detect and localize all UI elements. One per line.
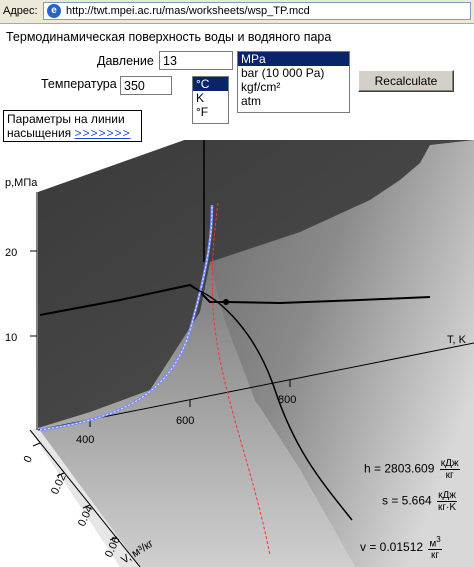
saturation-box: Параметры на линии насыщения >>>>>>> [3, 110, 142, 142]
pressure-unit-option[interactable]: kgf/cm² [241, 80, 281, 94]
temperature-unit-option[interactable]: °C [193, 77, 228, 91]
temperature-label: Температура [41, 77, 117, 91]
v-axis-line [29, 429, 141, 567]
pressure-input[interactable] [159, 51, 233, 70]
saturation-text: Параметры на линии [7, 112, 125, 126]
T-tick-label: 800 [278, 394, 296, 406]
state-point [223, 299, 229, 305]
page-title: Термодинамическая поверхность воды и вод… [6, 30, 332, 44]
front-surface [38, 262, 355, 567]
address-label: Адрес: [3, 5, 38, 17]
v-tick [32, 442, 41, 447]
isochore-curve [197, 289, 353, 521]
p-axis-label: p,МПа [5, 177, 38, 189]
ie-page-icon: e [47, 4, 61, 18]
entropy-unit-den: кг·K [437, 502, 456, 513]
temperature-unit-option[interactable]: °F [196, 105, 209, 119]
vapor-surface [210, 140, 474, 567]
p-tick-label: 20 [5, 247, 17, 259]
recalculate-button[interactable]: Recalculate [358, 70, 454, 92]
address-field[interactable]: e http://twt.mpei.ac.ru/mas/worksheets/w… [43, 2, 471, 20]
entropy-unit-num: кДж [437, 490, 457, 502]
temperature-unit-option[interactable]: K [196, 91, 205, 105]
thermo-surface-plot: p,МПа 20 10 T, K 400 600 800 0 0.02 0.04… [5, 140, 474, 567]
v-tick [82, 504, 91, 509]
T-tick-label: 600 [176, 415, 194, 427]
temperature-input[interactable] [120, 76, 172, 95]
isotherm-curve [211, 202, 271, 556]
isobar-line [39, 283, 431, 316]
volume-result: v = 0.01512 м3 кг [360, 534, 442, 561]
pressure-unit-option[interactable]: atm [241, 94, 262, 108]
pressure-unit-option[interactable]: MPa [238, 52, 349, 66]
pressure-unit-option[interactable]: bar (10 000 Pa) [241, 66, 325, 80]
enthalpy-unit-den: кг [445, 470, 454, 481]
volume-unit-sup: 3 [436, 535, 441, 544]
volume-unit-num: м [429, 538, 437, 550]
volume-unit-den: кг [431, 550, 440, 562]
entropy-value: s = 5.664 [382, 493, 432, 508]
entropy-result: s = 5.664 кДж кг·K [382, 490, 457, 513]
enthalpy-value: h = 2803.609 [364, 461, 435, 476]
temperature-unit-list[interactable]: °C K °F [192, 76, 229, 124]
enthalpy-result: h = 2803.609 кДж кг [364, 458, 460, 481]
T-axis-label: T, K [447, 334, 467, 346]
v-tick [56, 472, 65, 477]
v-tick [109, 536, 118, 541]
address-url[interactable]: http://twt.mpei.ac.ru/mas/worksheets/wsp… [66, 5, 310, 17]
saturation-text-2: насыщения [7, 126, 72, 140]
p-tick-label: 10 [5, 332, 17, 344]
address-bar: Адрес: e http://twt.mpei.ac.ru/mas/works… [0, 0, 474, 24]
T-tick-label: 400 [76, 434, 94, 446]
saturation-link[interactable]: >>>>>>> [74, 126, 131, 140]
pressure-unit-list[interactable]: MPa bar (10 000 Pa) kgf/cm² atm [237, 51, 350, 113]
volume-value: v = 0.01512 [360, 539, 424, 554]
pressure-label: Давление [97, 54, 154, 68]
v-tick-label: 0 [22, 454, 35, 465]
T-axis-line [37, 342, 474, 431]
enthalpy-unit-num: кДж [439, 458, 460, 470]
